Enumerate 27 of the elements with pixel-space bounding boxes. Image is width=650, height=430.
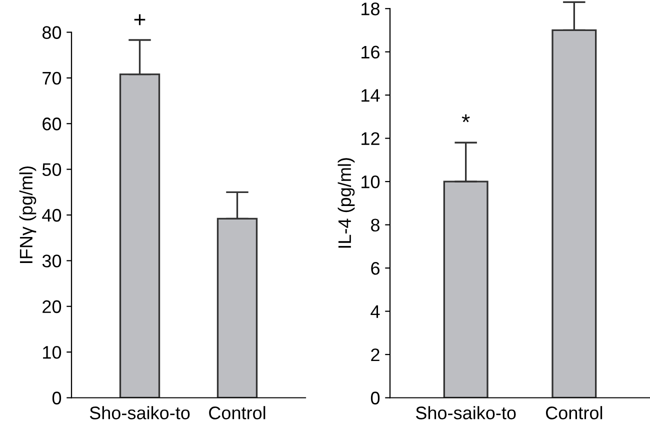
y-axis-title: IL-4 (pg/ml) (338, 158, 355, 248)
y-tick-label: 4 (370, 305, 380, 318)
y-tick-label: 30 (42, 254, 62, 268)
y-tick-label: 50 (42, 163, 62, 176)
y-tick-label: 40 (42, 208, 62, 222)
y-tick-label: 8 (371, 218, 380, 232)
y-tick-label: 60 (42, 118, 62, 130)
y-tick-label: 10 (43, 346, 62, 359)
x-tick-label: Control (209, 406, 266, 420)
y-tick-label: 0 (370, 392, 380, 404)
y-tick-label: 16 (362, 46, 380, 59)
y-tick-label: 10 (362, 175, 380, 188)
y-tick-label: 12 (362, 132, 380, 145)
y-tick-label: 0 (52, 392, 62, 404)
x-tick-label: Sho-saiko-to (416, 406, 516, 420)
x-tick-label: Control (546, 406, 602, 420)
y-tick-label: 14 (362, 89, 380, 102)
y-tick-label: 6 (371, 262, 380, 275)
y-tick-label: 70 (42, 72, 62, 85)
y-tick-label: 2 (371, 348, 380, 362)
y-tick-label: 80 (42, 26, 62, 39)
text: + (134, 14, 146, 26)
annotation: * (462, 114, 470, 122)
y-tick-label: 18 (362, 2, 380, 16)
y-tick-label: 20 (42, 300, 62, 314)
x-tick-label: Sho-saiko-to (90, 406, 190, 420)
y-axis-title: IFNγ (pg/ml) (19, 166, 36, 263)
